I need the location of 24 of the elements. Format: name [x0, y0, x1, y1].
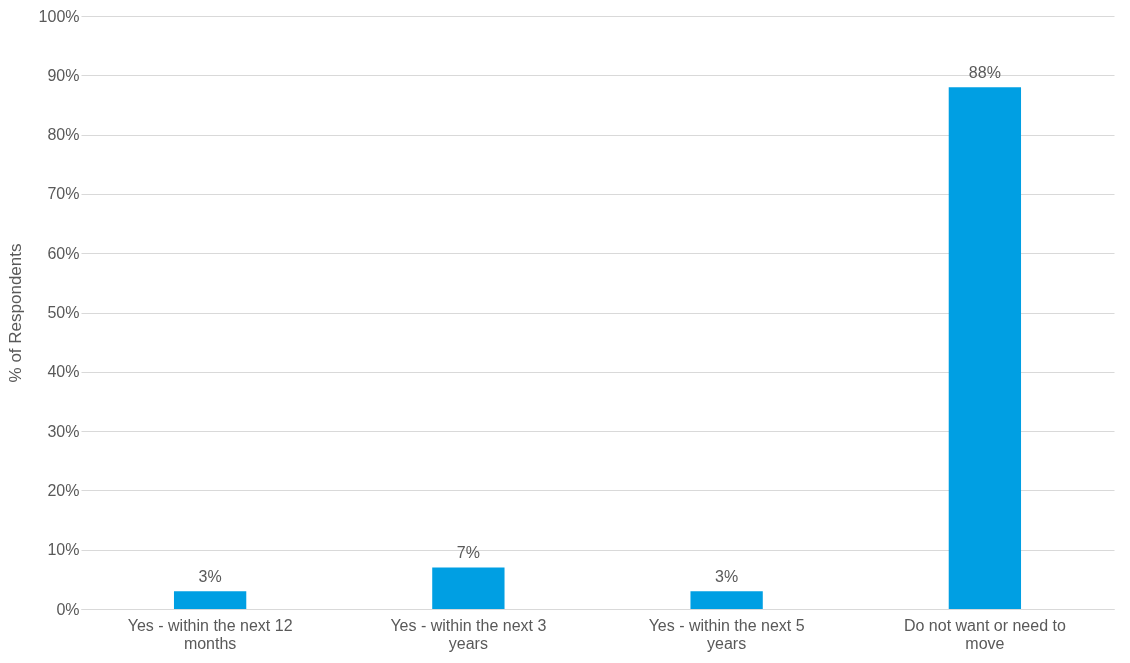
y-tick-label: 90% [47, 66, 80, 84]
data-label: 3% [715, 568, 739, 586]
y-axis-title: % of Respondents [5, 243, 25, 383]
y-tick-label: 60% [47, 244, 80, 262]
x-tick-label: Do not want or need to move [903, 616, 1066, 652]
data-label: 88% [968, 64, 1001, 82]
x-tick-label: Yes - within the next 5 years [648, 616, 805, 652]
y-tick-label: 0% [56, 600, 80, 618]
bar [432, 567, 505, 609]
data-label: 3% [198, 568, 222, 586]
bar [173, 591, 247, 609]
bar [948, 87, 1022, 609]
y-tick-label: 10% [47, 541, 80, 559]
bar [690, 591, 763, 609]
y-tick-label: 20% [47, 481, 80, 499]
y-tick-label: 50% [47, 304, 80, 321]
y-tick-label: 30% [47, 422, 80, 440]
y-tick-label: 70% [47, 185, 80, 203]
y-tick-label: 40% [47, 363, 80, 381]
x-tick-label: Yes - within the next 3 years [390, 616, 547, 652]
x-tick-label: Yes - within the next 12 months [127, 616, 293, 652]
y-tick-label: 80% [47, 126, 80, 144]
y-tick-label: 100% [38, 7, 80, 25]
data-label: 7% [456, 544, 480, 562]
